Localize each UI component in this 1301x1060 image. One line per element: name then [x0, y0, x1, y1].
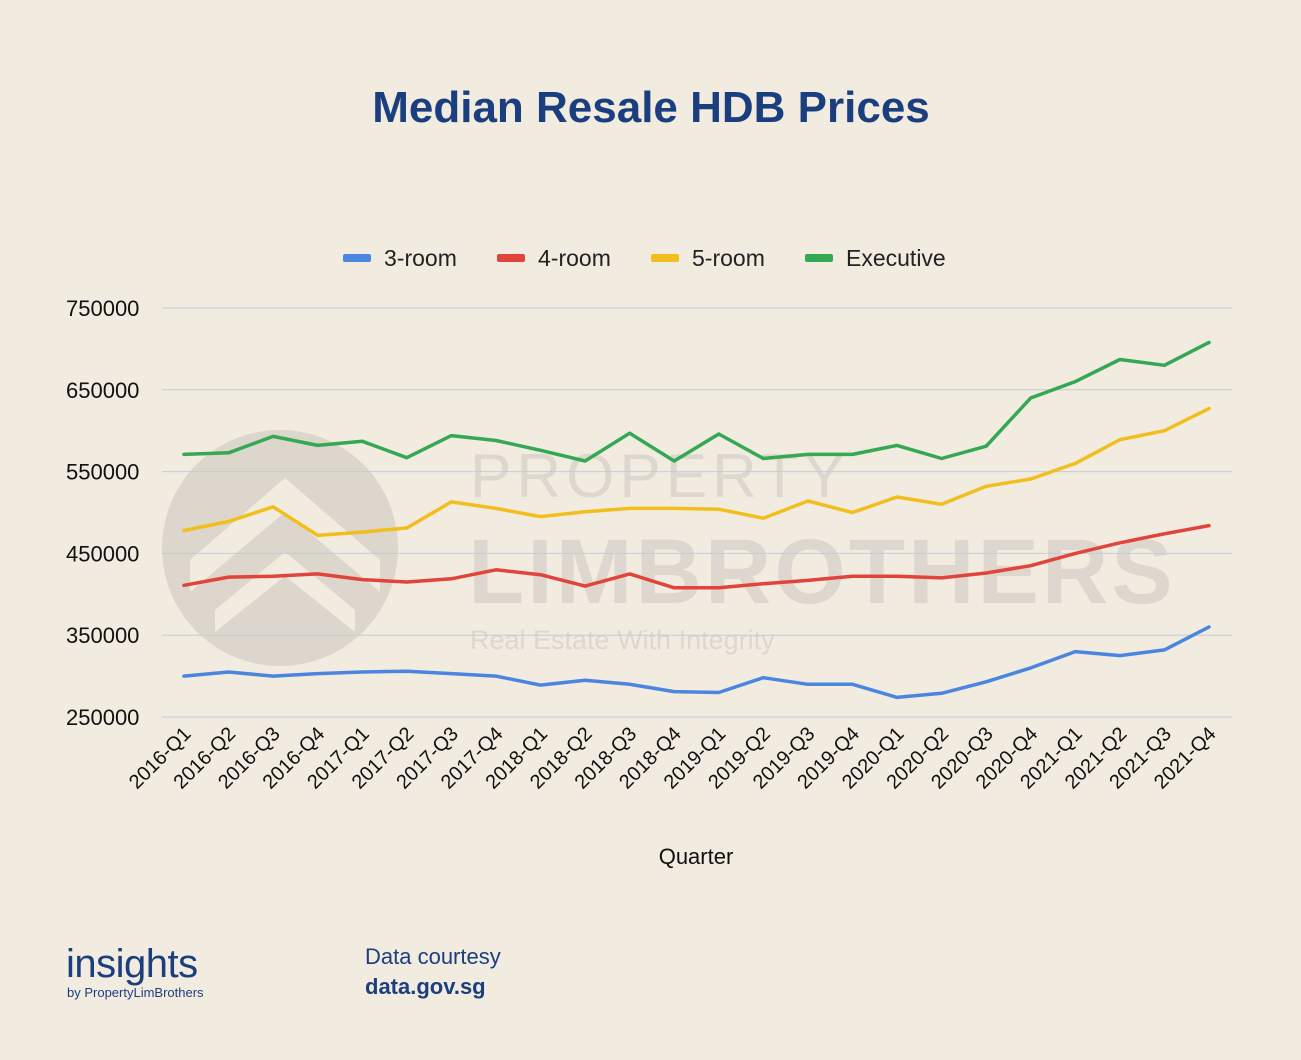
- y-tick-label: 750000: [66, 296, 139, 321]
- legend: 3-room 4-room 5-room Executive: [343, 245, 946, 271]
- watermark-line1: PROPERTY: [470, 442, 850, 511]
- legend-swatch: [497, 254, 525, 262]
- x-axis-ticks: 2016-Q12016-Q22016-Q32016-Q42017-Q12017-…: [125, 723, 1221, 794]
- series-line-3-room: [182, 625, 1211, 700]
- footer-brand: insights: [66, 942, 198, 986]
- legend-swatch: [343, 254, 371, 262]
- legend-label: Executive: [846, 245, 946, 271]
- y-tick-label: 250000: [66, 705, 139, 730]
- legend-label: 3-room: [384, 245, 457, 271]
- y-axis-ticks: 750000 650000 550000 450000 350000 250000: [66, 296, 139, 730]
- legend-swatch: [651, 254, 679, 262]
- series-line-5-room: [182, 406, 1211, 538]
- legend-label: 5-room: [692, 245, 765, 271]
- legend-label: 4-room: [538, 245, 611, 271]
- y-tick-label: 650000: [66, 378, 139, 403]
- footer-brand-sub: by PropertyLimBrothers: [67, 985, 204, 1000]
- watermark-tagline: Real Estate With Integrity: [470, 625, 775, 655]
- y-tick-label: 350000: [66, 623, 139, 648]
- chart-title: Median Resale HDB Prices: [372, 83, 930, 132]
- watermark: PROPERTY LIMBROTHERS Real Estate With In…: [162, 430, 1176, 666]
- y-tick-label: 450000: [66, 541, 139, 566]
- y-tick-label: 550000: [66, 460, 139, 485]
- legend-swatch: [805, 254, 833, 262]
- series-line-executive: [182, 340, 1211, 463]
- series-group: [182, 340, 1211, 700]
- footer-source: data.gov.sg: [365, 974, 486, 999]
- watermark-line2: LIMBROTHERS: [468, 521, 1176, 623]
- series-line-4-room: [182, 523, 1211, 590]
- x-axis-label: Quarter: [659, 844, 734, 869]
- footer-courtesy: Data courtesy: [365, 944, 501, 969]
- footer: insights by PropertyLimBrothers Data cou…: [66, 942, 501, 1000]
